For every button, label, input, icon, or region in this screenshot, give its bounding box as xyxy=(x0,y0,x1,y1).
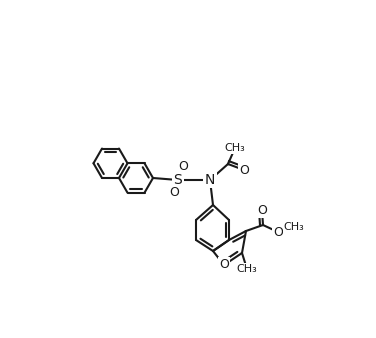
Text: O: O xyxy=(273,225,283,239)
Text: CH₃: CH₃ xyxy=(224,143,246,153)
Text: CH₃: CH₃ xyxy=(237,264,258,274)
Text: O: O xyxy=(257,203,267,217)
Text: N: N xyxy=(205,173,215,187)
Text: O: O xyxy=(169,187,179,199)
Text: S: S xyxy=(174,173,182,187)
Text: CH₃: CH₃ xyxy=(284,222,305,232)
Text: O: O xyxy=(219,259,229,271)
Text: O: O xyxy=(239,164,249,176)
Text: O: O xyxy=(178,160,188,172)
